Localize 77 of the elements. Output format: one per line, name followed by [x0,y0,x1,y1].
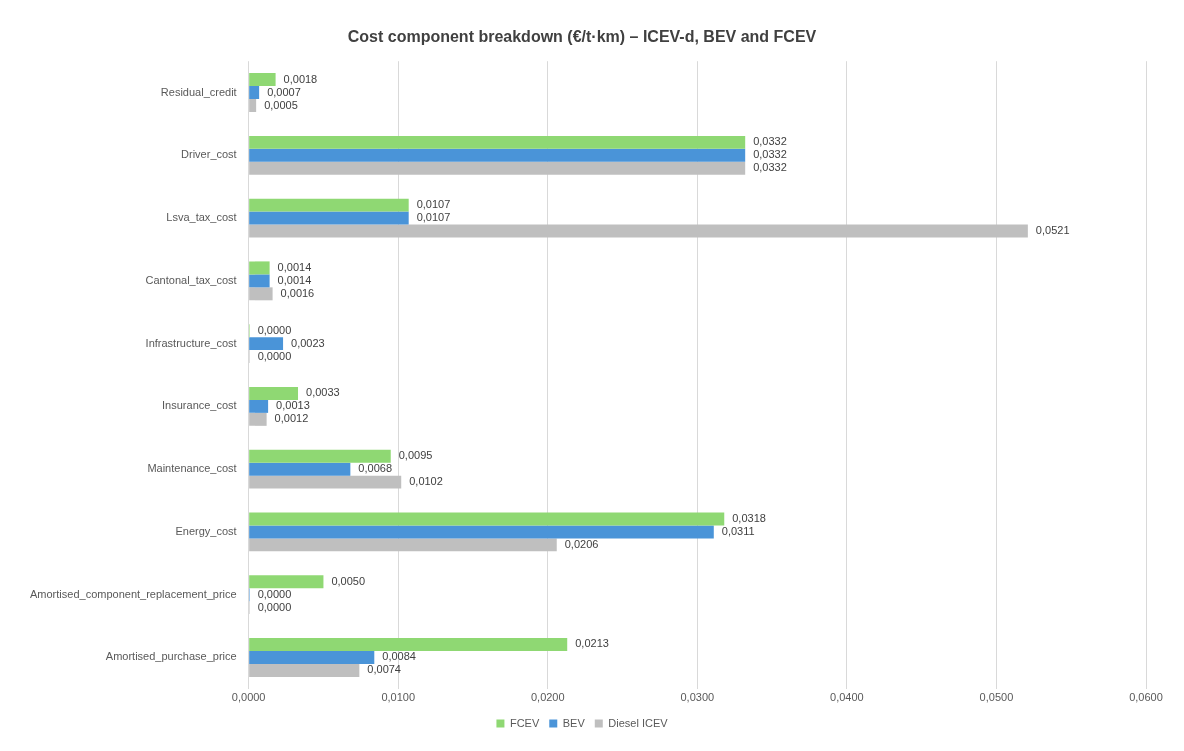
bar [249,650,375,664]
bar [249,663,360,677]
y-tick-label: Energy_cost [175,524,237,537]
x-tick-label: 0,0600 [1129,691,1163,704]
y-tick-label: Infrastructure_cost [145,336,237,349]
bar [249,462,351,476]
bar [249,525,714,539]
bar [249,386,299,400]
data-label: 0,0521 [1035,224,1070,237]
bar [249,475,402,489]
legend-label: BEV [562,716,586,729]
data-label: 0,0018 [283,72,318,85]
data-label: 0,0107 [416,198,451,211]
bar [249,637,568,651]
data-label: 0,0007 [267,85,301,98]
data-label: 0,0005 [264,98,298,111]
data-label: 0,0102 [409,475,443,488]
bar [249,274,270,288]
data-label: 0,0068 [358,462,393,475]
data-label: 0,0000 [257,323,292,336]
y-tick-label: Residual_credit [160,85,237,98]
data-label: 0,0332 [753,135,787,148]
data-label: 0,0332 [753,148,787,161]
bar [249,412,267,426]
x-tick-label: 0,0400 [830,691,864,704]
bar [249,73,276,87]
data-label: 0,0013 [276,399,310,412]
bar [249,261,270,275]
x-tick-label: 0,0500 [979,691,1014,704]
bar [249,575,324,589]
y-tick-label: Maintenance_cost [147,462,237,475]
y-tick-label: Amortised_component_replacement_price [30,587,237,600]
bar [249,538,557,552]
bar [249,148,746,162]
y-tick-label: Driver_cost [181,148,237,161]
data-label: 0,0023 [291,336,325,349]
data-label: 0,0014 [277,260,312,273]
data-label: 0,0213 [575,637,609,650]
bar [249,99,257,113]
bar [249,211,409,225]
legend-label: Diesel ICEV [608,716,669,729]
legend-label: FCEV [509,716,540,729]
bar [249,287,273,301]
bar [249,512,725,526]
data-label: 0,0107 [416,211,451,224]
data-label: 0,0014 [277,273,312,286]
x-tick-label: 0,0200 [530,691,565,704]
y-tick-label: Cantonal_tax_cost [145,273,237,286]
data-label: 0,0000 [257,349,292,362]
chart-title: Cost component breakdown (€/t·km) – ICEV-d, BEV and FCEV [347,28,817,46]
bar [249,86,260,100]
data-label: 0,0050 [331,574,366,587]
data-label: 0,0033 [306,386,340,399]
data-label: 0,0332 [753,161,787,174]
x-tick-label: 0,0100 [381,691,416,704]
bar [249,224,1028,238]
data-label: 0,0012 [274,412,309,425]
y-tick-label: Lsva_tax_cost [166,211,237,224]
bar [249,399,269,413]
data-label: 0,0000 [257,600,292,613]
bar [249,135,746,149]
data-label: 0,0318 [732,511,766,524]
x-tick-label: 0,0000 [231,691,266,704]
data-label: 0,0095 [398,449,433,462]
data-label: 0,0074 [367,663,401,676]
y-tick-label: Insurance_cost [162,399,237,412]
bar [249,337,284,351]
y-tick-label: Amortised_purchase_price [105,650,237,663]
data-label: 0,0206 [564,537,599,550]
data-label: 0,0084 [382,650,416,663]
data-label: 0,0016 [280,286,315,299]
data-label: 0,0000 [257,587,292,600]
data-label: 0,0311 [721,524,755,537]
bar [249,449,391,463]
bar [249,198,409,212]
x-tick-label: 0,0300 [680,691,715,704]
bar [249,161,746,175]
